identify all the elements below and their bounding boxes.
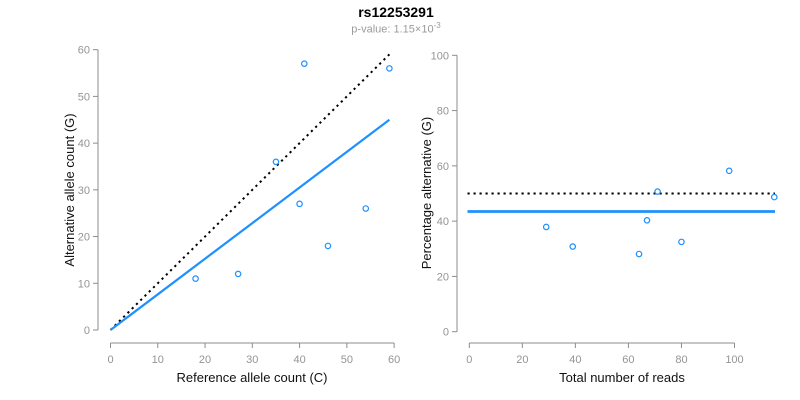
- plot-title: rs12253291: [358, 4, 434, 20]
- x-tick-label: 20: [199, 354, 211, 366]
- p-value-text: p-value: 1.15×10: [351, 23, 434, 36]
- y-tick-label: 60: [437, 161, 449, 173]
- x-tick-label: 0: [107, 354, 113, 366]
- data-point: [272, 158, 280, 166]
- y-tick-label: 100: [431, 50, 449, 62]
- identity-line: [109, 53, 391, 331]
- y-tick-label: 60: [78, 45, 90, 57]
- data-point: [192, 275, 199, 282]
- x-tick-label: 80: [675, 354, 687, 366]
- y-tick-label: 40: [78, 138, 90, 150]
- y-tick-label: 50: [78, 91, 90, 103]
- left-scatter-plot: 0 10 20 30 40 50 60 0 10 20 30 40 50 60 Reference alle…: [62, 45, 400, 385]
- data-point: [678, 238, 685, 246]
- data-point: [542, 223, 550, 231]
- data-point: [362, 205, 370, 212]
- y-tick-label: 20: [78, 232, 90, 244]
- data-point: [301, 60, 308, 67]
- data-point: [324, 242, 332, 250]
- data-point: [654, 188, 661, 195]
- y-tick-label: 80: [437, 106, 449, 118]
- data-point: [770, 193, 778, 201]
- data-point: [569, 243, 577, 250]
- data-point: [386, 65, 393, 72]
- y-tick-label: 20: [437, 271, 449, 283]
- y-tick-label: 0: [84, 325, 90, 337]
- data-point: [635, 250, 643, 258]
- p-value-subtitle: p-value: 1.15×10-3: [0, 21, 792, 36]
- right-scatter-plot: 0 20 40 60 80 100 0 20 40 60 80 100 Total number of …: [419, 50, 778, 385]
- x-axis-title: Reference allele count (C): [176, 370, 327, 385]
- fit-line: [109, 118, 391, 331]
- x-tick-label: 20: [516, 354, 528, 366]
- x-tick-label: 0: [466, 354, 472, 366]
- x-tick-label: 50: [341, 354, 353, 366]
- y-tick-label: 30: [78, 185, 90, 197]
- x-tick-label: 100: [725, 354, 743, 366]
- data-point: [296, 200, 303, 208]
- p-value-exponent: -3: [433, 21, 441, 30]
- x-tick-label: 40: [569, 354, 581, 366]
- y-axis-title: Percentage alternative (G): [419, 117, 434, 269]
- x-tick-label: 40: [293, 354, 305, 366]
- y-tick-label: 10: [78, 278, 90, 290]
- x-tick-label: 30: [246, 354, 258, 366]
- y-axis-title: Alternative allele count (G): [62, 113, 77, 266]
- x-axis-title: Total number of reads: [559, 370, 685, 385]
- x-tick-label: 60: [388, 354, 400, 366]
- data-point: [234, 270, 242, 278]
- data-point: [643, 217, 651, 224]
- y-tick-label: 0: [443, 327, 449, 339]
- x-tick-label: 10: [152, 354, 164, 366]
- x-tick-label: 60: [622, 354, 634, 366]
- plot-header: rs12253291 p-value: 1.15×10-3: [0, 4, 792, 36]
- y-tick-label: 40: [437, 216, 449, 228]
- data-point: [725, 167, 733, 175]
